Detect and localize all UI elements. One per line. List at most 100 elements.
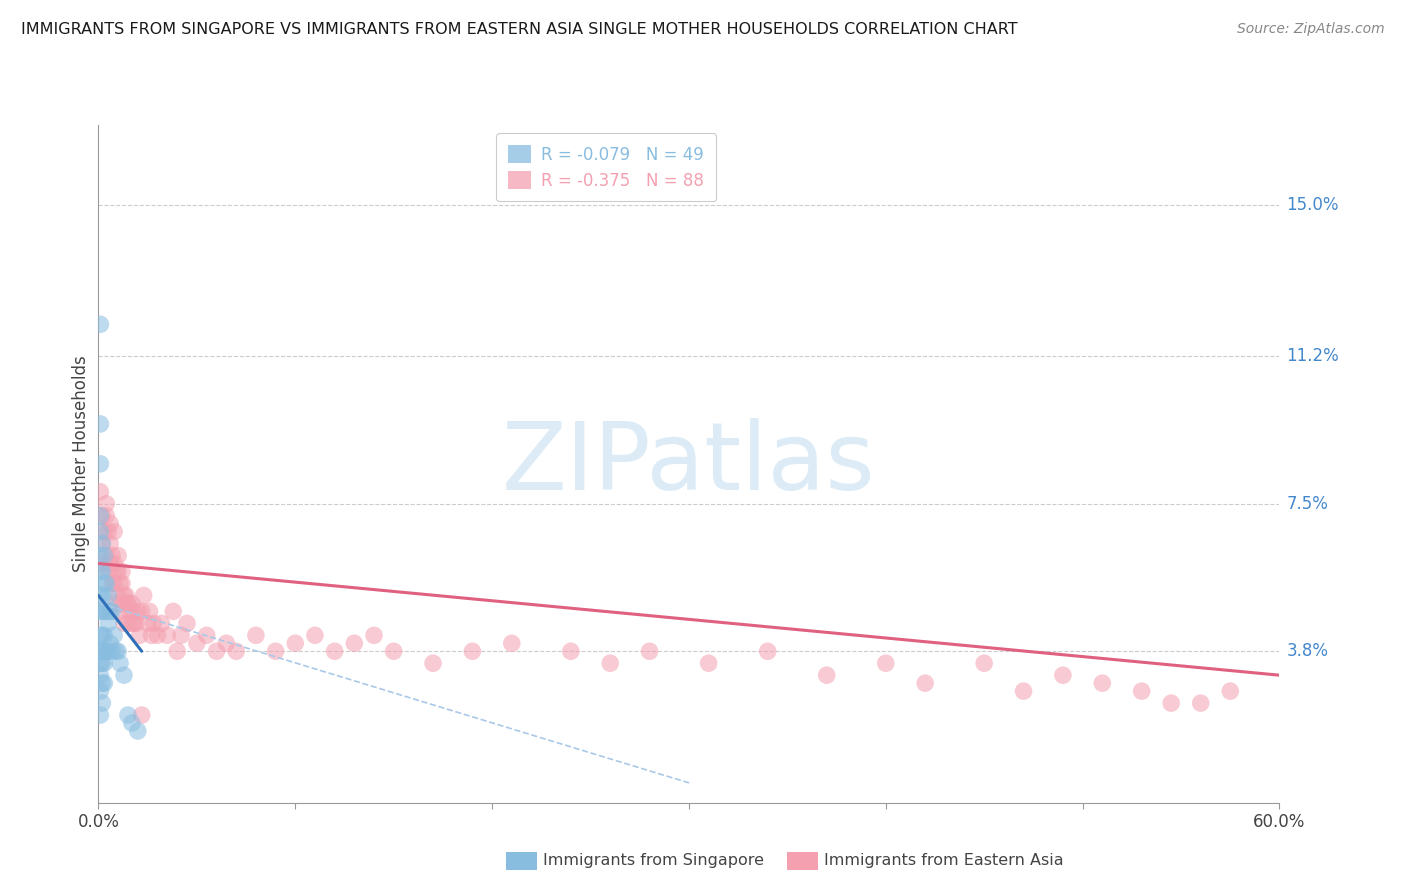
Point	[756, 644, 779, 658]
Point	[973, 657, 995, 671]
Point	[98, 516, 121, 531]
Point	[89, 318, 111, 332]
Point	[117, 596, 139, 610]
Point	[121, 596, 143, 610]
Point	[98, 604, 121, 618]
Point	[91, 657, 114, 671]
Point	[89, 628, 111, 642]
Point	[112, 589, 135, 603]
Point	[91, 565, 114, 579]
Point	[101, 576, 124, 591]
Point	[97, 644, 120, 658]
Point	[131, 604, 153, 618]
Point	[93, 604, 115, 618]
Point	[93, 657, 115, 671]
Point	[599, 657, 621, 671]
Point	[205, 644, 228, 658]
Point	[122, 616, 145, 631]
Point	[89, 589, 111, 603]
Point	[128, 628, 150, 642]
Point	[97, 565, 120, 579]
Point	[93, 676, 115, 690]
Point	[105, 596, 128, 610]
Point	[112, 668, 135, 682]
Y-axis label: Single Mother Households: Single Mother Households	[72, 356, 90, 572]
Point	[91, 628, 114, 642]
Point	[96, 508, 118, 523]
Point	[132, 589, 155, 603]
Point	[107, 565, 129, 579]
Point	[93, 549, 115, 563]
Point	[97, 589, 120, 603]
Point	[121, 616, 143, 631]
Point	[101, 644, 124, 658]
Point	[91, 536, 114, 550]
Point	[1052, 668, 1074, 682]
Point	[156, 628, 179, 642]
Point	[117, 708, 139, 723]
Point	[105, 644, 128, 658]
Point	[111, 596, 134, 610]
Point	[89, 484, 111, 499]
Text: Source: ZipAtlas.com: Source: ZipAtlas.com	[1237, 22, 1385, 37]
Point	[91, 589, 114, 603]
Point	[122, 604, 145, 618]
Point	[96, 549, 118, 563]
Text: 11.2%: 11.2%	[1286, 347, 1340, 365]
Text: 3.8%: 3.8%	[1286, 642, 1329, 660]
Point	[96, 644, 118, 658]
Point	[245, 628, 267, 642]
Legend: R = -0.079   N = 49, R = -0.375   N = 88: R = -0.079 N = 49, R = -0.375 N = 88	[496, 133, 716, 202]
Point	[117, 596, 139, 610]
Point	[108, 576, 131, 591]
Point	[91, 644, 114, 658]
Point	[146, 628, 169, 642]
Point	[914, 676, 936, 690]
Point	[89, 508, 111, 523]
Point	[107, 644, 129, 658]
Point	[103, 557, 125, 571]
Point	[697, 657, 720, 671]
Text: Immigrants from Eastern Asia: Immigrants from Eastern Asia	[824, 854, 1063, 868]
Point	[103, 628, 125, 642]
Point	[1012, 684, 1035, 698]
Point	[89, 668, 111, 682]
Point	[422, 657, 444, 671]
Point	[93, 644, 115, 658]
Point	[91, 536, 114, 550]
Point	[186, 636, 208, 650]
Text: 15.0%: 15.0%	[1286, 195, 1339, 214]
Point	[121, 716, 143, 731]
Point	[127, 604, 149, 618]
Point	[138, 604, 160, 618]
Point	[1130, 684, 1153, 698]
Point	[112, 616, 135, 631]
Point	[125, 616, 148, 631]
Point	[136, 616, 159, 631]
Point	[89, 524, 111, 539]
Point	[111, 576, 134, 591]
Point	[91, 676, 114, 690]
Point	[96, 576, 118, 591]
Point	[108, 657, 131, 671]
Point	[89, 684, 111, 698]
Point	[142, 616, 165, 631]
Point	[127, 724, 149, 739]
Point	[1160, 696, 1182, 710]
Point	[98, 536, 121, 550]
Point	[96, 497, 118, 511]
Point	[89, 549, 111, 563]
Point	[108, 604, 131, 618]
Point	[1189, 696, 1212, 710]
Point	[101, 549, 124, 563]
Point	[170, 628, 193, 642]
Point	[264, 644, 287, 658]
Point	[162, 604, 184, 618]
Point	[89, 565, 111, 579]
Point	[97, 524, 120, 539]
Point	[284, 636, 307, 650]
Point	[103, 576, 125, 591]
Point	[93, 628, 115, 642]
Point	[343, 636, 366, 650]
Point	[461, 644, 484, 658]
